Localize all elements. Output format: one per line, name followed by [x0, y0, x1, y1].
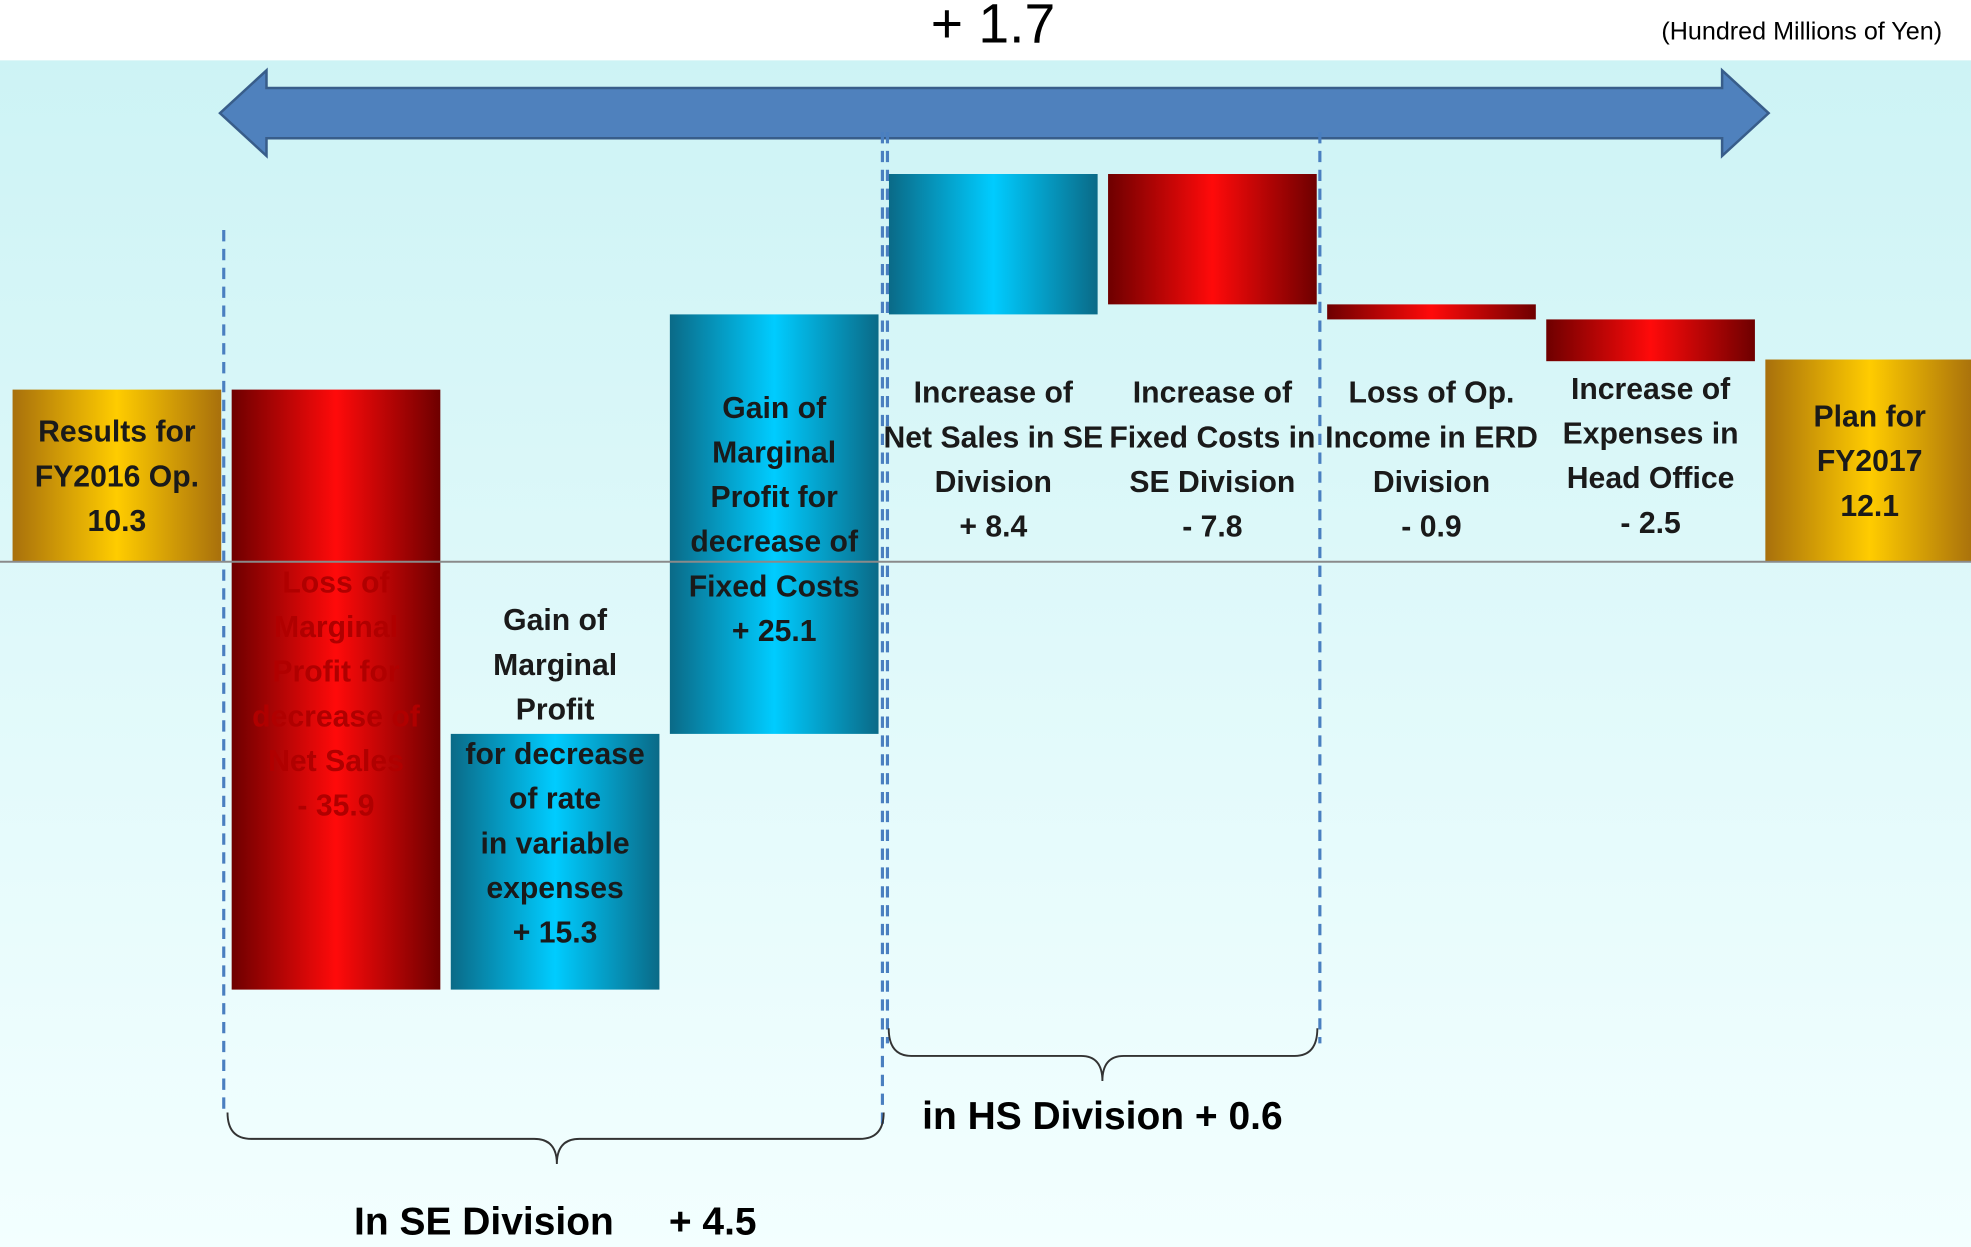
- bar-label: FY2016 Op.: [35, 460, 199, 493]
- bar-label: decrease of: [690, 526, 859, 559]
- bar-label: expenses: [486, 872, 623, 905]
- bar-label: decrease of: [252, 700, 421, 733]
- value-label: - 0.9: [1401, 511, 1461, 544]
- bar: [12, 389, 222, 562]
- annotation: In SE Division: [354, 1201, 614, 1244]
- bar-label: Gain of: [722, 392, 827, 425]
- value-label: + 25.1: [732, 615, 817, 648]
- bar-label: Marginal: [712, 436, 836, 469]
- value-label: - 7.8: [1182, 511, 1242, 544]
- bar: [669, 314, 879, 734]
- bar-label: Loss of: [282, 567, 390, 600]
- bar-label: Income in ERD: [1325, 421, 1538, 454]
- bar-label: Expenses in: [1563, 418, 1739, 451]
- bar-label: Increase of: [1133, 377, 1293, 410]
- bar-label: Fixed Costs: [689, 570, 860, 603]
- value-label: - 2.5: [1620, 507, 1680, 540]
- bar: [1546, 319, 1755, 362]
- bar: [1108, 174, 1317, 305]
- bar-label: Profit for: [272, 656, 400, 689]
- bar-label: Marginal: [274, 611, 398, 644]
- division-guides: [222, 132, 1322, 1126]
- bar-label: Division: [935, 466, 1052, 499]
- bar: [450, 733, 660, 990]
- bar-label: Profit: [516, 693, 595, 726]
- bar-label: Division: [1373, 466, 1490, 499]
- bar-label: Net Sales: [268, 745, 404, 778]
- range-arrow: [218, 67, 1771, 159]
- unit-note: (Hundred Millions of Yen): [1661, 17, 1942, 45]
- value-label: - 35.9: [297, 790, 374, 823]
- bar: [1765, 359, 1971, 562]
- braces: [226, 1028, 1319, 1165]
- bar-label: Gain of: [503, 604, 608, 637]
- bar-label: Fixed Costs in: [1109, 421, 1315, 454]
- bars: [12, 174, 1971, 990]
- value-label: + 15.3: [513, 917, 598, 950]
- bar-label: Increase of: [914, 377, 1074, 410]
- bar-label: Profit for: [711, 481, 839, 514]
- bar-label: SE Division: [1129, 466, 1295, 499]
- bar: [888, 174, 1098, 315]
- bar-label: Plan for: [1814, 401, 1927, 434]
- annotation: in HS Division + 0.6: [922, 1095, 1282, 1138]
- bar-label: in variable: [481, 827, 630, 860]
- bar-label: Increase of: [1571, 373, 1731, 406]
- bar-label: Results for: [38, 416, 196, 449]
- bar-label: Net Sales in SE: [884, 421, 1104, 454]
- value-label: 12.1: [1840, 490, 1899, 523]
- bar-label: for decrease: [465, 738, 644, 771]
- value-label: + 8.4: [959, 511, 1027, 544]
- bar-label: Loss of Op.: [1349, 377, 1515, 410]
- chart-title: + 1.7: [931, 0, 1056, 54]
- bar-label: of rate: [509, 783, 601, 816]
- bar-label: Marginal: [493, 649, 617, 682]
- bar: [231, 389, 441, 990]
- bar: [1327, 304, 1536, 320]
- value-label: 10.3: [88, 505, 147, 538]
- bar-label: FY2017: [1817, 445, 1923, 478]
- bar-label: Head Office: [1567, 462, 1735, 495]
- annotation: + 4.5: [669, 1201, 757, 1244]
